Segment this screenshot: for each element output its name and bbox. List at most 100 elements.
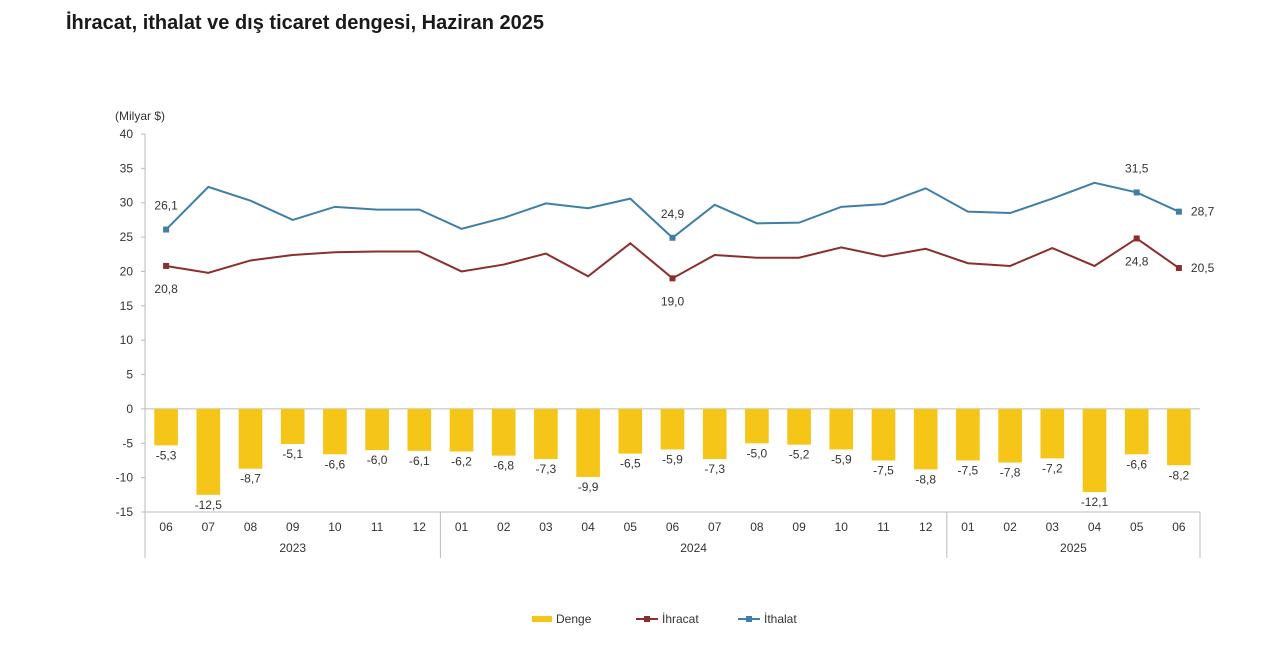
y-tick-label: 10 bbox=[120, 333, 134, 347]
x-tick-label: 07 bbox=[708, 520, 722, 534]
x-tick-label: 11 bbox=[371, 520, 384, 534]
bar-label-denge: -6,1 bbox=[409, 454, 430, 468]
bar-label-denge: -8,8 bbox=[915, 472, 936, 486]
bar-denge bbox=[449, 408, 474, 452]
y-tick-label: 40 bbox=[120, 127, 134, 141]
y-tick-label: 5 bbox=[126, 368, 133, 382]
legend: Denge İhracat İthalat bbox=[0, 612, 1280, 632]
bar-label-denge: -12,5 bbox=[195, 498, 223, 512]
bar-label-denge: -7,5 bbox=[958, 463, 979, 477]
y-tick-label: 20 bbox=[120, 264, 134, 278]
data-label-ihracat: 20,5 bbox=[1191, 261, 1215, 275]
marker-ihracat bbox=[1175, 265, 1182, 272]
marker-ihracat bbox=[163, 262, 170, 269]
bar-label-denge: -7,3 bbox=[536, 462, 557, 476]
data-label-ithalat: 24,9 bbox=[661, 207, 685, 221]
data-label-ihracat: 24,8 bbox=[1125, 254, 1149, 268]
x-tick-label: 05 bbox=[624, 520, 638, 534]
bar-label-denge: -7,8 bbox=[1000, 466, 1021, 480]
data-label-ihracat: 19,0 bbox=[661, 294, 685, 308]
marker-ihracat bbox=[1133, 235, 1140, 242]
x-tick-label: 03 bbox=[539, 520, 553, 534]
bar-denge bbox=[1040, 408, 1065, 459]
x-tick-label: 12 bbox=[413, 520, 427, 534]
y-tick-label: 25 bbox=[120, 230, 134, 244]
bar-denge bbox=[196, 408, 221, 495]
legend-swatch-ihracat bbox=[636, 616, 658, 622]
legend-swatch-denge bbox=[532, 616, 552, 622]
bar-label-denge: -8,2 bbox=[1169, 468, 1190, 482]
legend-item-ithalat: İthalat bbox=[738, 612, 797, 626]
legend-item-denge: Denge bbox=[532, 612, 591, 626]
data-label-ithalat: 31,5 bbox=[1125, 161, 1149, 175]
bar-label-denge: -5,0 bbox=[747, 446, 768, 460]
y-tick-label: -5 bbox=[122, 436, 133, 450]
x-tick-label: 03 bbox=[1046, 520, 1060, 534]
legend-label-ihracat: İhracat bbox=[662, 612, 699, 626]
x-tick-label: 05 bbox=[1130, 520, 1144, 534]
x-tick-label: 04 bbox=[581, 520, 595, 534]
chart-title: İhracat, ithalat ve dış ticaret dengesi,… bbox=[66, 12, 544, 34]
x-tick-label: 06 bbox=[666, 520, 680, 534]
y-tick-label: 30 bbox=[120, 196, 134, 210]
bar-denge bbox=[1124, 408, 1149, 455]
bar-denge bbox=[702, 408, 727, 460]
bar-denge bbox=[491, 408, 516, 456]
bar-label-denge: -5,9 bbox=[662, 452, 683, 466]
bar-label-denge: -6,5 bbox=[620, 457, 641, 471]
bar-label-denge: -6,8 bbox=[493, 459, 514, 473]
bar-denge bbox=[787, 408, 811, 445]
x-tick-label: 01 bbox=[455, 520, 469, 534]
x-tick-label: 07 bbox=[202, 520, 216, 534]
bar-label-denge: -8,7 bbox=[240, 472, 261, 486]
x-tick-label: 12 bbox=[919, 520, 933, 534]
bar-label-denge: -5,2 bbox=[789, 448, 810, 462]
bar-denge bbox=[365, 408, 389, 451]
x-tick-label: 11 bbox=[877, 520, 890, 534]
x-tick-label: 08 bbox=[244, 520, 258, 534]
y-tick-label: -15 bbox=[116, 505, 134, 519]
bar-denge bbox=[998, 408, 1022, 463]
bar-denge bbox=[407, 408, 432, 451]
x-tick-label: 01 bbox=[961, 520, 975, 534]
bar-denge bbox=[238, 408, 263, 469]
bar-label-denge: -5,1 bbox=[282, 447, 303, 461]
x-tick-label: 06 bbox=[1172, 520, 1186, 534]
bar-denge bbox=[829, 408, 854, 450]
bar-denge bbox=[1167, 408, 1191, 466]
x-tick-label: 02 bbox=[497, 520, 511, 534]
y-axis-label: (Milyar $) bbox=[115, 109, 165, 123]
bar-denge bbox=[534, 408, 558, 460]
marker-ihracat bbox=[669, 275, 676, 282]
bar-denge bbox=[871, 408, 896, 461]
x-tick-label: 09 bbox=[792, 520, 806, 534]
bar-denge bbox=[576, 408, 600, 477]
legend-item-ihracat: İhracat bbox=[636, 612, 699, 626]
bar-denge bbox=[280, 408, 305, 444]
year-label: 2025 bbox=[1060, 541, 1087, 555]
legend-label-ithalat: İthalat bbox=[764, 612, 797, 626]
bar-denge bbox=[323, 408, 347, 455]
bar-denge bbox=[956, 408, 980, 461]
x-tick-label: 10 bbox=[328, 520, 342, 534]
bar-label-denge: -7,5 bbox=[873, 463, 894, 477]
legend-swatch-ithalat bbox=[738, 616, 760, 622]
bar-denge bbox=[1082, 408, 1107, 493]
marker-ithalat bbox=[163, 226, 170, 233]
x-tick-label: 04 bbox=[1088, 520, 1102, 534]
data-label-ihracat: 20,8 bbox=[154, 282, 178, 296]
bar-label-denge: -6,6 bbox=[1126, 457, 1147, 471]
bar-label-denge: -6,6 bbox=[325, 457, 346, 471]
marker-ithalat bbox=[1175, 208, 1182, 215]
bar-label-denge: -5,9 bbox=[831, 452, 852, 466]
year-label: 2023 bbox=[279, 541, 306, 555]
bar-denge bbox=[745, 408, 769, 444]
x-tick-label: 09 bbox=[286, 520, 300, 534]
bar-denge bbox=[913, 408, 938, 470]
bar-label-denge: -9,9 bbox=[578, 480, 599, 494]
bar-denge bbox=[154, 408, 178, 446]
marker-ithalat bbox=[1133, 189, 1140, 196]
data-label-ithalat: 26,1 bbox=[154, 199, 178, 213]
bar-label-denge: -12,1 bbox=[1081, 495, 1109, 509]
